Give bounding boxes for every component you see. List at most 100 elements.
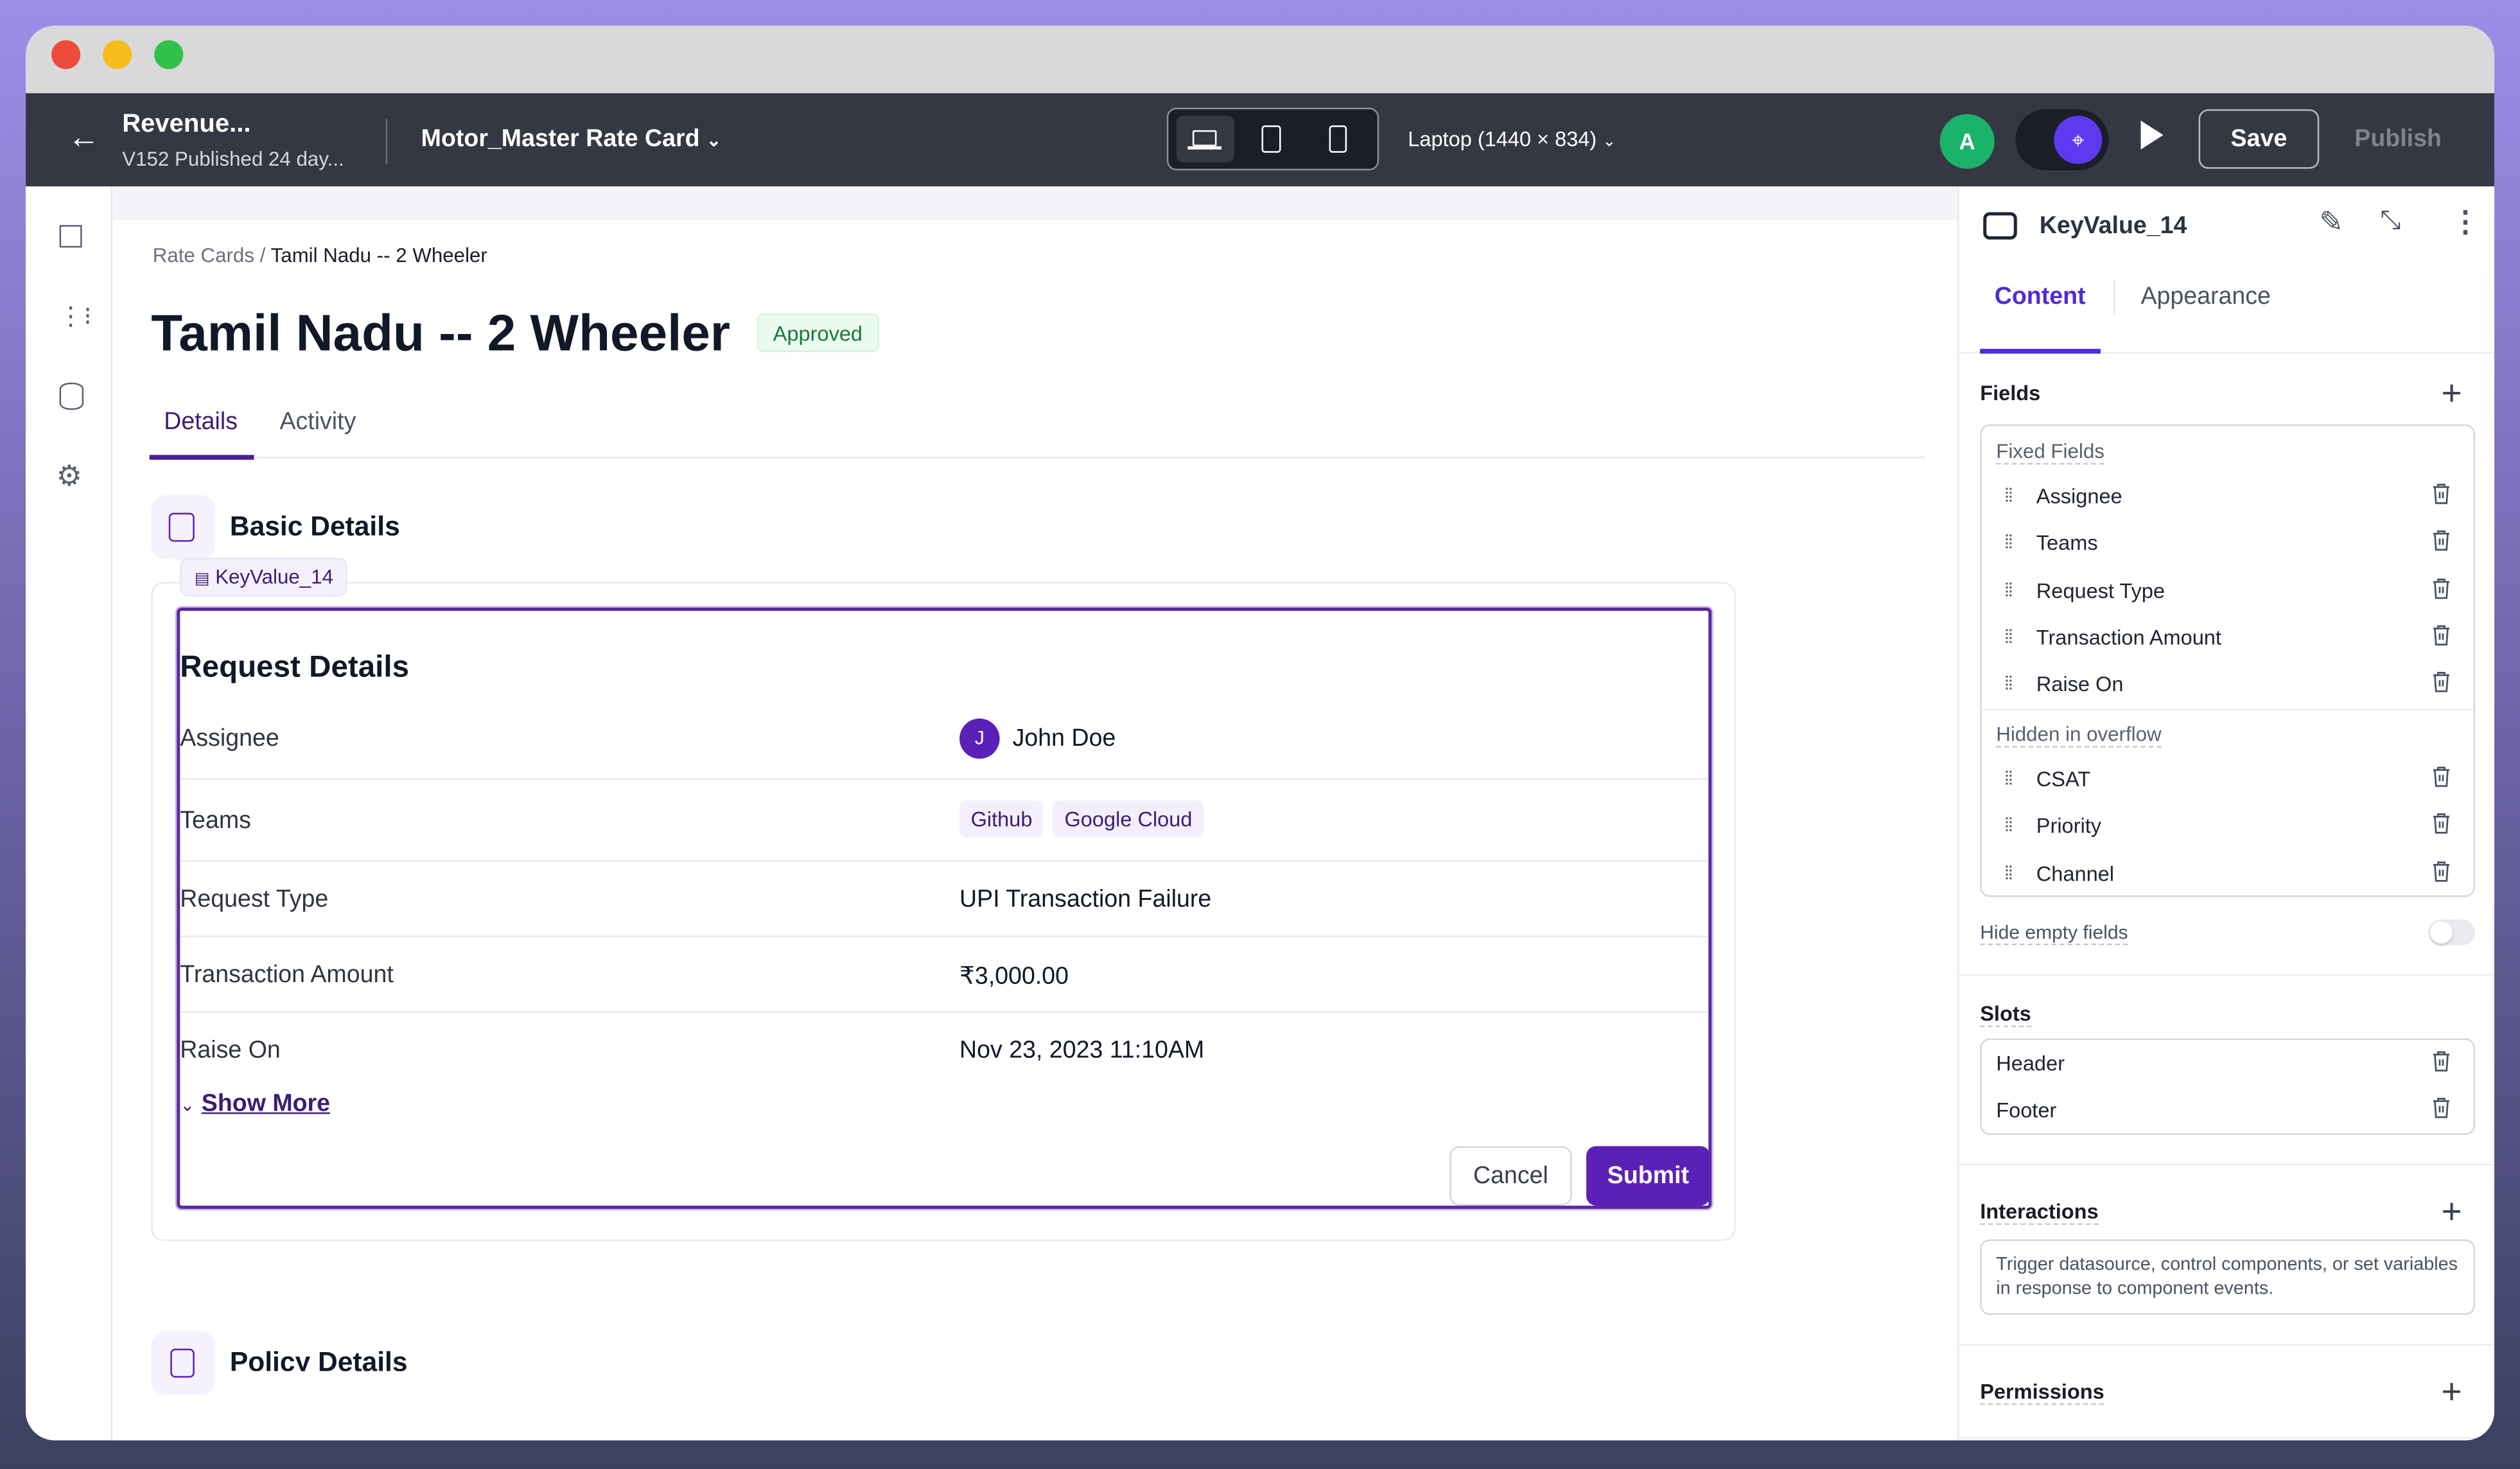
- status-badge: Approved: [757, 313, 879, 353]
- user-avatar[interactable]: A: [1939, 114, 1995, 169]
- show-more-link[interactable]: ⌄ Show More: [180, 1090, 330, 1118]
- component-tag[interactable]: ▤ KeyValue_14: [180, 558, 348, 597]
- field-item[interactable]: ⁞⁞ Request Type: [2004, 572, 2451, 610]
- drag-handle-icon[interactable]: ⁞⁞: [2004, 766, 2013, 789]
- card-title: Request Details: [180, 651, 410, 685]
- trash-icon[interactable]: [2431, 1096, 2451, 1119]
- slot-item[interactable]: Footer: [1996, 1091, 2451, 1130]
- drag-handle-icon[interactable]: ⁞⁞: [2004, 814, 2013, 837]
- preview-play-icon[interactable]: [2140, 120, 2164, 150]
- trash-icon[interactable]: [2431, 576, 2451, 599]
- chevron-down-icon: ⌄: [1602, 133, 1616, 152]
- breadcrumb-rate-cards[interactable]: Rate Cards: [152, 244, 254, 267]
- form-icon: [168, 513, 195, 542]
- interactions-description: Trigger datasource, control components, …: [1980, 1239, 2476, 1315]
- fixed-fields-label: Fixed Fields: [1996, 441, 2104, 465]
- keyvalue-component[interactable]: Request Details Assignee J John Doe Team…: [177, 607, 1712, 1209]
- frame-icon[interactable]: [59, 225, 82, 248]
- field-label: Transaction Amount: [2036, 625, 2221, 649]
- breadcrumb-separator: /: [259, 244, 266, 267]
- field-item[interactable]: ⁞⁞ Teams: [2004, 525, 2451, 563]
- close-window-button[interactable]: [51, 40, 81, 69]
- trash-icon[interactable]: [2431, 765, 2451, 787]
- add-interaction-plus-icon[interactable]: +: [2441, 1191, 2462, 1231]
- tab-appearance[interactable]: Appearance: [2140, 283, 2271, 311]
- drag-handle-icon[interactable]: ⁞⁞: [2004, 625, 2013, 648]
- drag-handle-icon[interactable]: ⁞⁞: [2004, 672, 2013, 695]
- maximize-window-button[interactable]: [154, 40, 184, 69]
- trash-icon[interactable]: [2431, 482, 2451, 505]
- component-tag-label: KeyValue_14: [215, 565, 333, 588]
- save-button[interactable]: Save: [2198, 109, 2320, 169]
- row-value-assignee: John Doe: [1012, 725, 1116, 753]
- slot-label: Header: [1996, 1051, 2065, 1076]
- slot-item[interactable]: Header: [1996, 1045, 2451, 1084]
- publish-button[interactable]: Publish: [2354, 125, 2442, 153]
- tabs-divider: [1959, 352, 2495, 354]
- field-item[interactable]: ⁞⁞ Transaction Amount: [2004, 619, 2451, 657]
- more-menu-icon[interactable]: ⋮: [2451, 206, 2480, 238]
- submit-button[interactable]: Submit: [1586, 1146, 1710, 1206]
- tab-content[interactable]: Content: [1994, 283, 2086, 311]
- trash-icon[interactable]: [2431, 529, 2451, 552]
- row-key-teams: Teams: [180, 807, 251, 834]
- component-name: KeyValue_14: [2039, 212, 2187, 240]
- laptop-device-button[interactable]: [1176, 116, 1234, 163]
- layers-tree-icon[interactable]: ⋮⁝: [58, 303, 92, 331]
- field-item[interactable]: ⁞⁞ CSAT: [2004, 761, 2451, 799]
- field-label: Priority: [2036, 814, 2102, 838]
- team-chip: Google Cloud: [1053, 800, 1203, 838]
- row-key-raise-on: Raise On: [180, 1037, 281, 1064]
- tablet-device-button[interactable]: [1261, 125, 1281, 153]
- settings-gear-icon[interactable]: ⚙: [56, 459, 82, 492]
- row-divider: [180, 1011, 1709, 1013]
- field-item[interactable]: ⁞⁞ Assignee: [2004, 477, 2451, 516]
- mobile-device-button[interactable]: [1329, 125, 1347, 153]
- field-label: Channel: [2036, 861, 2115, 885]
- section-divider: [1959, 1344, 2495, 1346]
- fields-list: Fixed Fields ⁞⁞ Assignee ⁞⁞ Teams ⁞⁞ Request …: [1980, 424, 2476, 897]
- tabs-divider: [149, 456, 1926, 459]
- field-item[interactable]: ⁞⁞ Raise On: [2004, 666, 2451, 705]
- teams-chips: Github Google Cloud: [959, 800, 1213, 838]
- section-divider: [1959, 1163, 2495, 1166]
- cancel-button[interactable]: Cancel: [1449, 1146, 1572, 1206]
- trash-icon[interactable]: [2431, 671, 2451, 693]
- minimize-window-button[interactable]: [103, 40, 132, 69]
- edit-pencil-icon[interactable]: ✎: [2319, 206, 2344, 238]
- drag-handle-icon[interactable]: ⁞⁞: [2004, 484, 2013, 507]
- drag-handle-icon[interactable]: ⁞⁞: [2004, 531, 2013, 554]
- window-titlebar: [26, 26, 2495, 94]
- collapse-icon[interactable]: ⤡: [2380, 207, 2401, 235]
- trash-icon[interactable]: [2431, 859, 2451, 882]
- field-item[interactable]: ⁞⁞ Priority: [2004, 807, 2451, 846]
- document-icon: [170, 1348, 195, 1378]
- comment-mode-toggle[interactable]: ⌖: [2015, 109, 2109, 171]
- drag-handle-icon[interactable]: ⁞⁞: [2004, 861, 2013, 884]
- tab-details[interactable]: Details: [164, 408, 238, 436]
- hide-empty-fields-toggle[interactable]: [2428, 919, 2476, 946]
- trash-icon[interactable]: [2431, 624, 2451, 646]
- tab-activity[interactable]: Activity: [279, 408, 356, 436]
- page-title: Tamil Nadu -- 2 Wheeler: [151, 303, 731, 362]
- viewport-selector[interactable]: Laptop (1440 × 834) ⌄: [1408, 127, 1616, 152]
- overflow-fields-label: Hidden in overflow: [1996, 723, 2162, 748]
- database-icon[interactable]: [59, 382, 84, 410]
- keyvalue-icon: ▤: [194, 570, 210, 588]
- trash-icon[interactable]: [2431, 1050, 2451, 1072]
- page-selector[interactable]: Motor_Master Rate Card ⌄: [421, 125, 721, 153]
- back-arrow-icon[interactable]: ←: [67, 120, 100, 156]
- section-divider: [1959, 974, 2495, 976]
- slots-list: Header Footer: [1980, 1038, 2476, 1135]
- field-item[interactable]: ⁞⁞ Channel: [2004, 854, 2451, 893]
- drag-handle-icon[interactable]: ⁞⁞: [2004, 577, 2013, 601]
- row-value-raise-on: Nov 23, 2023 11:10AM: [959, 1037, 1205, 1064]
- add-permission-plus-icon[interactable]: +: [2441, 1371, 2462, 1412]
- tab-separator: [2113, 279, 2115, 315]
- add-field-plus-icon[interactable]: +: [2441, 373, 2462, 414]
- laptop-base: [1187, 146, 1221, 150]
- trash-icon[interactable]: [2431, 813, 2451, 835]
- breadcrumb: Rate Cards / Tamil Nadu -- 2 Wheeler: [153, 244, 487, 267]
- section-icon-tile: [151, 495, 216, 559]
- version-status: V152 Published 24 day...: [122, 148, 344, 171]
